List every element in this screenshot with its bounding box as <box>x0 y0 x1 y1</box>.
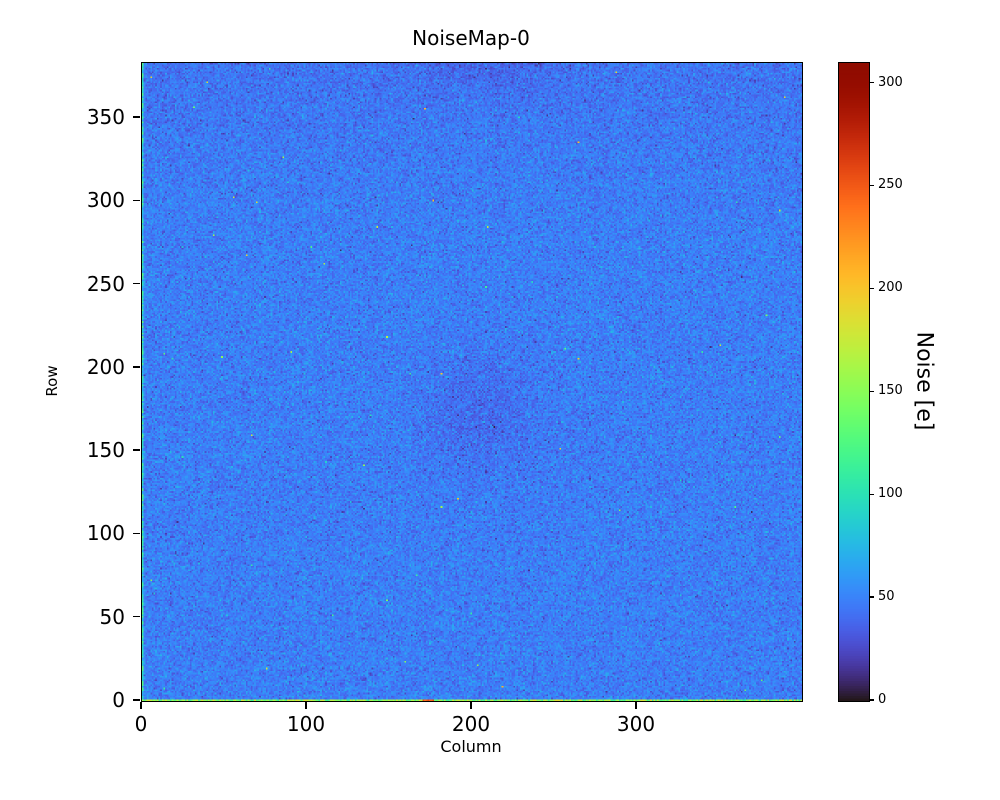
y-tick <box>133 116 140 118</box>
colorbar-tick <box>870 184 874 187</box>
colorbar-tick-label: 250 <box>878 177 903 193</box>
colorbar-tick-label: 300 <box>878 74 903 90</box>
y-tick-label: 100 <box>86 521 125 546</box>
colorbar-tick-label: 50 <box>878 589 895 605</box>
colorbar-tick <box>870 390 874 392</box>
y-tick-label: 250 <box>86 271 125 296</box>
colorbar-tick <box>870 699 874 701</box>
y-axis-label: Row <box>43 365 61 397</box>
colorbar-tick <box>870 81 874 84</box>
colorbar-tick-label: 100 <box>878 486 903 502</box>
y-tick-label: 150 <box>86 438 125 463</box>
colorbar-tick-label: 150 <box>878 383 903 399</box>
colorbar-tick <box>870 287 874 289</box>
y-tick <box>133 615 140 618</box>
plot-area <box>141 62 803 702</box>
x-tick <box>140 702 142 709</box>
x-tick <box>470 702 472 709</box>
x-tick-label: 0 <box>134 712 148 736</box>
y-tick <box>133 199 140 201</box>
y-tick-label: 350 <box>86 104 125 129</box>
colorbar-tick-label: 200 <box>878 280 903 296</box>
x-tick-label: 200 <box>451 712 491 736</box>
y-tick <box>133 282 140 285</box>
colorbar-gradient <box>839 63 869 701</box>
y-tick-label: 0 <box>112 688 125 712</box>
y-tick-label: 300 <box>86 188 125 213</box>
x-tick-label: 300 <box>616 712 656 736</box>
plot-title: NoiseMap-0 <box>412 26 530 50</box>
x-axis-label: Column <box>440 737 502 756</box>
x-tick-label: 100 <box>286 712 326 736</box>
colorbar <box>838 62 870 702</box>
y-tick <box>133 699 140 701</box>
y-tick <box>133 532 140 535</box>
colorbar-tick <box>870 596 874 598</box>
y-tick <box>133 449 140 451</box>
x-tick <box>635 702 637 709</box>
y-tick-label: 200 <box>86 354 125 379</box>
x-tick <box>305 702 307 709</box>
y-tick-label: 50 <box>99 604 125 629</box>
colorbar-tick-label: 0 <box>878 692 887 707</box>
colorbar-label: Noise [e] <box>911 331 937 431</box>
y-tick <box>133 366 140 368</box>
heatmap-canvas <box>142 63 802 701</box>
colorbar-tick <box>870 493 874 495</box>
